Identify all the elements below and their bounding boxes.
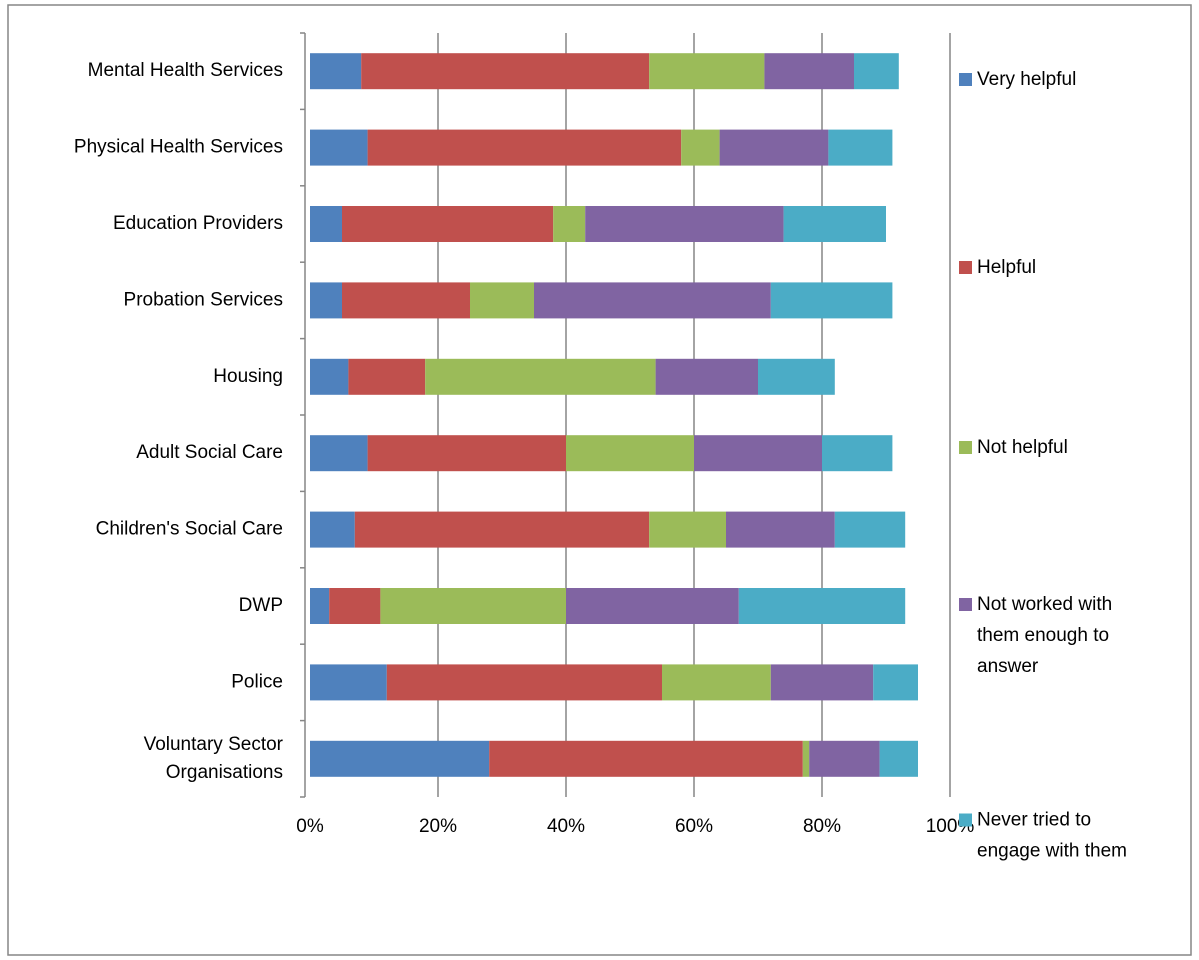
y-tick-label: Physical Health Services <box>74 137 283 158</box>
y-tick-label: Adult Social Care <box>136 442 283 463</box>
bar-segment <box>655 358 758 395</box>
y-tick-label: Voluntary Sector Organisations <box>144 734 284 783</box>
bar-segment <box>770 282 893 319</box>
bar-segment <box>834 511 906 548</box>
y-tick-label: Police <box>231 671 283 692</box>
bar-segment <box>649 511 726 548</box>
bar-segment <box>566 588 739 624</box>
x-tick-label: 0% <box>296 816 324 837</box>
bar-segment <box>310 740 490 777</box>
legend-label: Helpful <box>977 257 1036 278</box>
legend-swatch <box>959 813 972 827</box>
bar-segment <box>310 282 342 319</box>
legend-label: Not helpful <box>977 437 1068 458</box>
bar-segment <box>758 358 835 395</box>
y-tick-label: Education Providers <box>113 213 283 234</box>
bar-segment <box>470 282 534 319</box>
bar-segment <box>310 206 342 242</box>
y-tick-label: Children's Social Care <box>96 519 283 540</box>
bar-segment <box>585 206 784 242</box>
x-tick-label: 80% <box>803 816 841 837</box>
bar-segment <box>310 435 368 472</box>
bar-segment <box>738 588 906 624</box>
bar-segment <box>553 206 586 242</box>
bar-segment <box>822 435 893 472</box>
bar-segment <box>342 206 554 242</box>
bar-segment <box>348 358 426 395</box>
bar-segment <box>489 740 803 777</box>
bar-segment <box>873 664 918 701</box>
x-tick-label: 20% <box>419 816 457 837</box>
y-tick-label: Mental Health Services <box>88 60 283 81</box>
bar-segment <box>310 511 355 548</box>
legend-label: Never tried to engage with them <box>977 810 1127 862</box>
bar-segment <box>828 129 893 166</box>
legend-swatch <box>959 261 972 274</box>
bar-segment <box>726 511 835 548</box>
x-tick-label: 40% <box>547 816 585 837</box>
bar-segment <box>329 588 381 624</box>
x-tick-label: 60% <box>675 816 713 837</box>
bar-segment <box>694 435 822 472</box>
bar-segment <box>809 740 880 777</box>
bar-segment <box>380 588 566 624</box>
legend-label: Not worked with them enough to answer <box>977 594 1112 677</box>
bar-segment <box>566 435 694 472</box>
legend-label: Very helpful <box>977 69 1076 90</box>
bar-segment <box>367 129 682 166</box>
bar-segment <box>367 435 566 472</box>
bar-segment <box>361 53 650 90</box>
bar-segment <box>783 206 886 242</box>
legend-swatch <box>959 73 972 86</box>
y-tick-label: Housing <box>213 366 283 387</box>
y-tick-label: Probation Services <box>124 289 283 310</box>
bar-segment <box>354 511 650 548</box>
bar-segment <box>770 664 874 701</box>
bar-segment <box>310 588 330 624</box>
bar-segment <box>310 53 362 90</box>
bar-segment <box>719 129 829 166</box>
bar-segment <box>534 282 771 319</box>
bar-segment <box>681 129 720 166</box>
y-tick-label: DWP <box>239 595 283 616</box>
bar-segment <box>802 740 810 777</box>
bar-segment <box>386 664 662 701</box>
bar-segment <box>425 358 656 395</box>
bar-segment <box>764 53 854 90</box>
bar-segment <box>342 282 470 319</box>
chart-frame <box>7 4 1192 956</box>
bar-segment <box>854 53 899 90</box>
bar-segment <box>879 740 918 777</box>
bar-segment <box>662 664 771 701</box>
bar-segment <box>649 53 765 90</box>
legend-swatch <box>959 598 972 611</box>
legend-swatch <box>959 441 972 454</box>
bar-segment <box>310 358 349 395</box>
bar-segment <box>310 129 368 166</box>
bar-segment <box>310 664 387 701</box>
